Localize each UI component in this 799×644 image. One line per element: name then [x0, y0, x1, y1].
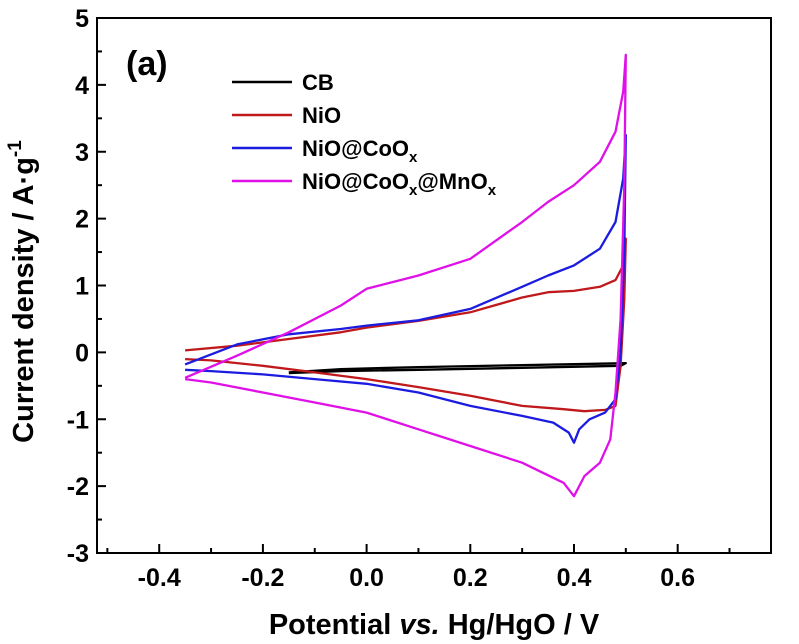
- legend-label-part: NiO@CoO: [302, 169, 409, 194]
- legend-label-part: CB: [302, 70, 334, 95]
- x-axis-title: Potential vs. Hg/HgO / V: [269, 609, 600, 641]
- y-tick-label: 3: [75, 139, 89, 167]
- legend-label-3: NiO@CoOx@MnOx: [302, 169, 497, 199]
- series-line-2: [184, 133, 627, 444]
- legend-label-1: NiO: [302, 103, 341, 128]
- y-tick-label: 4: [75, 72, 89, 100]
- x-tick-label: 0.6: [660, 564, 695, 592]
- labels-layer: -0.4 -0.2 0.0 0.2 0.4 0.6 -3 -2 -1 0 1 2 3 4 5: [67, 5, 695, 592]
- legend-label-part: @MnO: [417, 169, 487, 194]
- x-tick-label: -0.4: [138, 564, 181, 592]
- y-axis-title-sup: -1: [5, 140, 26, 157]
- y-tick-label: -2: [67, 473, 89, 501]
- legend-label-part: x: [488, 182, 497, 199]
- legend-label-part: x: [409, 149, 418, 166]
- legend-label-part: NiO: [302, 103, 341, 128]
- series-line-0: [288, 361, 627, 375]
- x-tick-label: 0.4: [557, 564, 592, 592]
- y-tick-label: 1: [75, 273, 89, 301]
- y-axis-title: Current density / A·g-1: [5, 140, 40, 443]
- x-axis-title-italic: vs.: [399, 609, 439, 641]
- panel-label: (a): [126, 45, 168, 83]
- legend-label-0: CB: [302, 70, 334, 95]
- y-tick-label: 2: [75, 206, 89, 234]
- y-tick-label: 0: [75, 339, 89, 367]
- x-tick-label: 0.2: [453, 564, 488, 592]
- legend-label-part: x: [409, 182, 418, 199]
- x-tick-label: -0.2: [241, 564, 284, 592]
- y-tick-label: -1: [67, 406, 89, 434]
- y-axis-title-main: Current density / A·g: [8, 157, 40, 443]
- legend-label-2: NiO@CoOx: [302, 136, 418, 166]
- x-axis-title-prefix: Potential: [269, 609, 400, 641]
- x-axis-title-suffix: Hg/HgO / V: [440, 609, 600, 641]
- plot-frame: [96, 17, 772, 554]
- y-tick-label: -3: [67, 540, 89, 568]
- x-tick-label: 0.0: [349, 564, 384, 592]
- ticks-layer: [97, 17, 731, 554]
- series-layer: [184, 53, 627, 498]
- y-tick-label: 5: [75, 5, 89, 33]
- legend-label-part: NiO@CoO: [302, 136, 409, 161]
- series-line-1: [184, 237, 627, 413]
- series-line-3: [184, 53, 627, 498]
